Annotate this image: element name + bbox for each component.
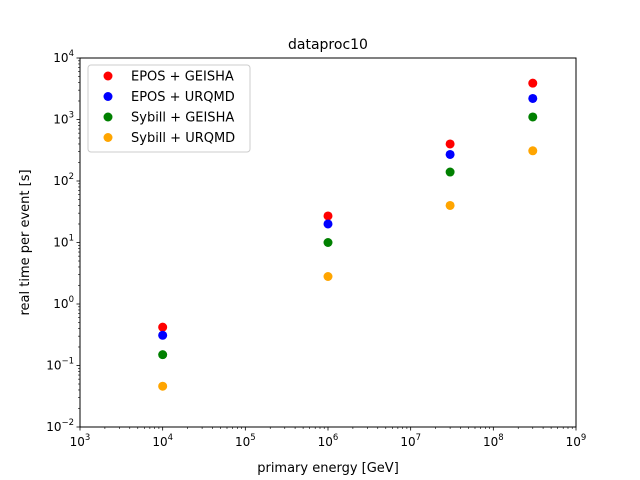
data-points (158, 78, 538, 391)
data-point (323, 211, 333, 221)
legend-label: EPOS + GEISHA (131, 70, 234, 85)
legend-label: Sybill + URQMD (131, 131, 235, 146)
chart-title: dataproc10 (288, 37, 368, 53)
legend-marker (103, 71, 113, 81)
x-tick-label: 103 (70, 433, 91, 449)
data-point (158, 350, 168, 360)
y-tick-label: 103 (53, 111, 74, 127)
legend: EPOS + GEISHA EPOS + URQMD Sybill + GEISHA… (87, 64, 251, 153)
data-point (528, 93, 538, 103)
data-point (528, 112, 538, 122)
data-point (528, 146, 538, 156)
x-tick-label: 109 (566, 433, 587, 449)
legend-marker (103, 92, 113, 101)
x-tick-label: 104 (152, 433, 173, 449)
data-point (323, 271, 333, 281)
y-axis-label: real time per event [s] (18, 169, 33, 315)
x-tick-label: 106 (318, 433, 339, 449)
y-tick-label: 10−2 (46, 418, 74, 434)
data-point (323, 238, 333, 247)
data-point (445, 149, 455, 159)
legend-marker (103, 133, 113, 142)
x-axis-label: primary energy [GeV] (257, 461, 399, 476)
x-tick-label: 107 (400, 433, 421, 449)
data-point (158, 330, 168, 340)
data-point (445, 200, 455, 210)
axis-ticks: 103 104 105 106 107 108 109 10−2 10−1 100 101 102 10… (46, 49, 586, 449)
legend-label: EPOS + URQMD (131, 90, 235, 105)
plot-frame (79, 57, 577, 428)
data-point (158, 381, 168, 391)
y-tick-label: 10−1 (46, 357, 74, 373)
data-point (528, 78, 538, 88)
legend-box (87, 64, 251, 153)
x-tick-label: 105 (235, 433, 256, 449)
data-point (158, 322, 168, 332)
y-tick-label: 102 (53, 172, 74, 188)
y-tick-label: 101 (53, 234, 74, 250)
data-point (445, 167, 455, 177)
legend-label: Sybill + GEISHA (131, 111, 234, 126)
y-tick-label: 100 (53, 295, 74, 311)
y-tick-label: 104 (53, 49, 74, 65)
legend-marker (103, 112, 113, 122)
data-point (445, 139, 455, 149)
x-tick-label: 108 (483, 433, 504, 449)
data-point (323, 219, 333, 229)
